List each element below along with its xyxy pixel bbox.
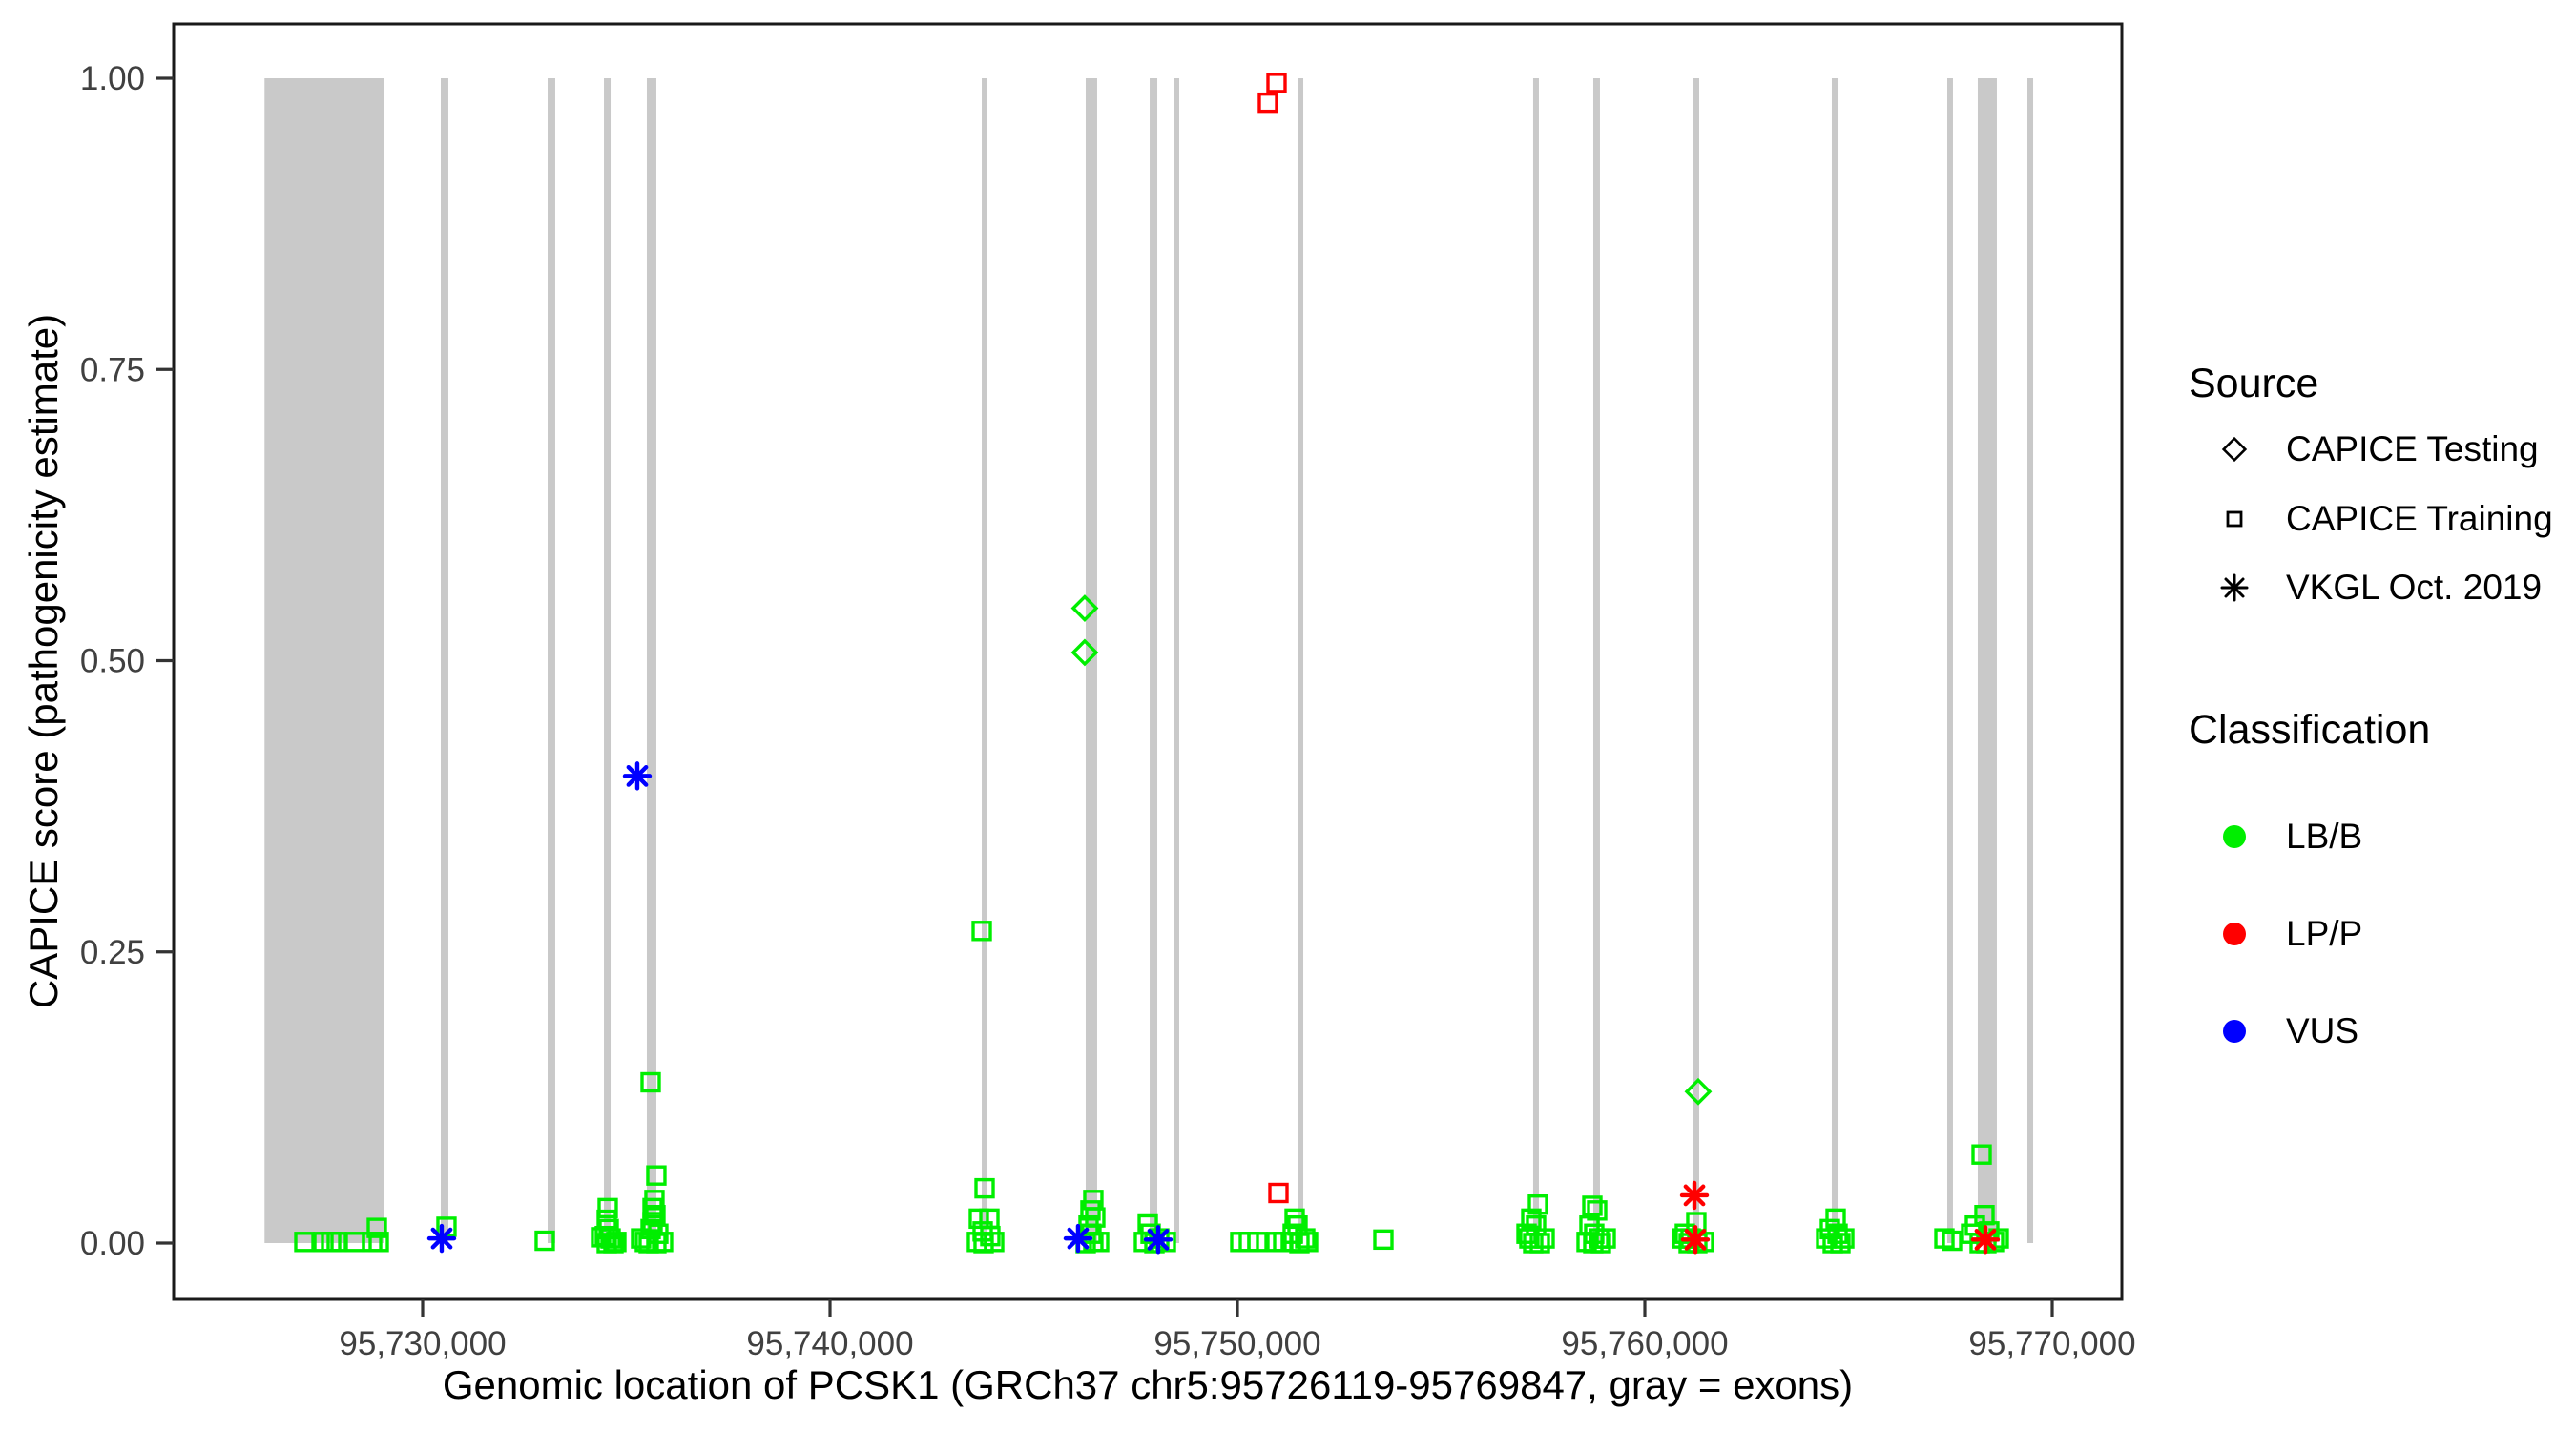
data-point-asterisk [1143,1225,1174,1255]
x-axis-title: Genomic location of PCSK1 (GRCh37 chr5:9… [442,1362,1854,1407]
exon-bar [1693,78,1700,1243]
exon-bar [441,78,448,1243]
asterisk-icon [2210,564,2259,612]
legend-item-label: CAPICE Training [2286,499,2553,538]
data-point-square [1257,92,1278,114]
legend-item-vus: VUS [2210,1007,2358,1055]
x-tick-label: 95,750,000 [1153,1325,1320,1362]
data-point-square [1519,1228,1540,1249]
data-point-asterisk [426,1223,457,1254]
blue-dot-icon [2210,1007,2259,1055]
data-point-square [971,921,992,942]
exon-bar [1298,78,1304,1243]
data-point-square [1133,1232,1154,1253]
legend-item-label: VKGL Oct. 2019 [2286,568,2543,607]
legend-item-lbb: LB/B [2210,813,2362,861]
data-point-square [1247,1232,1268,1253]
exon-bar [1085,78,1097,1243]
data-point-square [1595,1228,1616,1249]
exon-bar [1592,78,1600,1243]
x-tick-label: 95,740,000 [746,1325,913,1362]
y-tick-label: 0.00 [80,1225,145,1262]
data-point-square [294,1232,315,1253]
data-point-square [974,1177,995,1199]
panel-border [172,22,2124,1301]
data-point-square [968,1208,989,1230]
data-point-square [597,1197,618,1219]
legend-item-capice-training: CAPICE Training [2210,495,2553,543]
data-point-asterisk [1680,1225,1711,1255]
legend-item-label: CAPICE Testing [2286,429,2539,468]
legend-item-label: VUS [2286,1011,2359,1050]
data-point-square [980,1225,1001,1247]
data-point-square [1590,1233,1611,1254]
data-point-square [640,1071,661,1093]
data-point-square [1268,1182,1289,1204]
data-point-square [653,1232,674,1253]
legend-classification-title: Classification [2189,707,2431,753]
legend-item-capice-testing: CAPICE Testing [2210,425,2539,473]
data-point-square [1971,1144,1992,1165]
y-tick-label: 0.50 [80,643,145,680]
data-point-square [368,1232,389,1253]
data-point-square [1089,1232,1110,1253]
data-point-asterisk [1679,1180,1710,1211]
y-tick-label: 0.25 [80,934,145,971]
exon-bar [1150,78,1158,1243]
exon-bar [1947,78,1953,1243]
data-point-square [984,1232,1005,1253]
data-point-diamond [1070,594,1099,622]
diamond-icon [2210,425,2259,473]
exon-bar [1532,78,1539,1243]
data-point-square [1527,1194,1548,1215]
red-dot-icon [2210,910,2259,958]
exon-bar [2026,78,2034,1243]
legend-item-vkgl: VKGL Oct. 2019 [2210,564,2542,612]
y-tick-label: 1.00 [80,60,145,97]
exon-bar [264,78,384,1243]
square-icon [2210,495,2259,543]
legend-item-lpp: LP/P [2210,910,2362,958]
exon-bar [646,78,656,1243]
data-point-square [1529,1233,1550,1254]
exon-bar [1831,78,1839,1243]
data-point-square [1582,1195,1603,1216]
data-point-square [534,1230,555,1252]
y-axis-title: CAPICE score (pathogenicity estimate) [21,313,66,1009]
data-point-square [600,1228,621,1249]
exon-bar [1977,78,1997,1243]
data-point-square [1266,73,1287,93]
green-dot-icon [2210,813,2259,861]
x-tick-label: 95,760,000 [1561,1325,1728,1362]
x-tick-label: 95,770,000 [1968,1325,2135,1362]
data-point-square [366,1217,387,1238]
x-tick-label: 95,730,000 [339,1325,506,1362]
data-point-diamond [1684,1077,1713,1106]
exon-bar [604,78,612,1243]
data-point-asterisk [622,761,653,791]
exon-bar [548,78,555,1243]
data-point-square [1373,1229,1394,1251]
data-point-square [1298,1232,1319,1253]
data-point-square [1834,1228,1855,1249]
data-point-square [606,1232,627,1253]
data-point-asterisk [1063,1223,1093,1254]
data-point-asterisk [1970,1225,2001,1255]
y-tick-label: 0.75 [80,351,145,388]
data-point-diamond [1070,638,1099,667]
legend-item-label: LP/P [2286,914,2363,953]
exon-bar [982,78,987,1243]
data-point-square [1825,1208,1846,1230]
data-point-square [646,1165,667,1186]
exon-bar [1174,78,1180,1243]
data-point-square [1534,1228,1555,1249]
legend-source-title: Source [2189,361,2319,406]
data-point-square [1295,1228,1316,1249]
legend-item-label: LB/B [2286,817,2363,856]
data-point-square [1830,1233,1851,1254]
data-point-square [1934,1228,1955,1249]
